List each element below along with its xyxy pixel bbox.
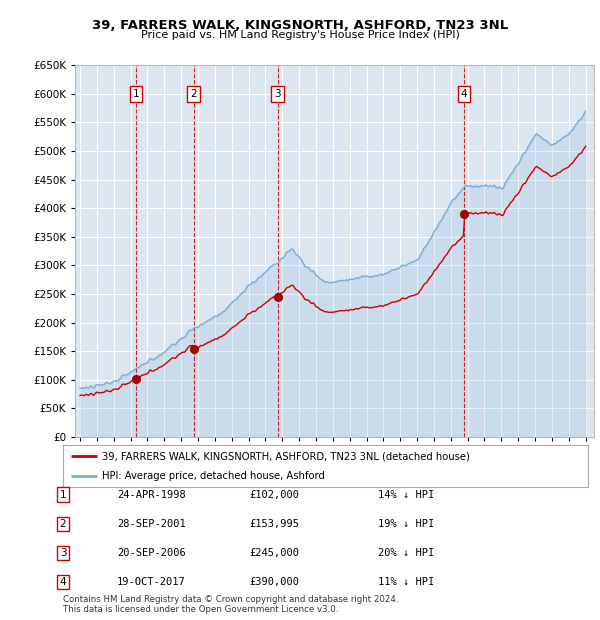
Text: HPI: Average price, detached house, Ashford: HPI: Average price, detached house, Ashf… — [103, 471, 325, 481]
Text: Contains HM Land Registry data © Crown copyright and database right 2024.: Contains HM Land Registry data © Crown c… — [63, 595, 398, 604]
Text: 39, FARRERS WALK, KINGSNORTH, ASHFORD, TN23 3NL (detached house): 39, FARRERS WALK, KINGSNORTH, ASHFORD, T… — [103, 451, 470, 461]
Text: Price paid vs. HM Land Registry's House Price Index (HPI): Price paid vs. HM Land Registry's House … — [140, 30, 460, 40]
Text: 1: 1 — [133, 89, 139, 99]
Text: £102,000: £102,000 — [249, 490, 299, 500]
Text: 28-SEP-2001: 28-SEP-2001 — [117, 519, 186, 529]
Text: This data is licensed under the Open Government Licence v3.0.: This data is licensed under the Open Gov… — [63, 604, 338, 614]
Text: 3: 3 — [274, 89, 281, 99]
Text: 19-OCT-2017: 19-OCT-2017 — [117, 577, 186, 587]
Text: 19% ↓ HPI: 19% ↓ HPI — [378, 519, 434, 529]
Text: £390,000: £390,000 — [249, 577, 299, 587]
Text: £245,000: £245,000 — [249, 548, 299, 558]
Text: 2: 2 — [190, 89, 197, 99]
Text: 4: 4 — [59, 577, 67, 587]
Text: 4: 4 — [461, 89, 467, 99]
Text: 20-SEP-2006: 20-SEP-2006 — [117, 548, 186, 558]
Text: 3: 3 — [59, 548, 67, 558]
Text: 39, FARRERS WALK, KINGSNORTH, ASHFORD, TN23 3NL: 39, FARRERS WALK, KINGSNORTH, ASHFORD, T… — [92, 19, 508, 32]
Text: 1: 1 — [59, 490, 67, 500]
Text: 2: 2 — [59, 519, 67, 529]
Text: 11% ↓ HPI: 11% ↓ HPI — [378, 577, 434, 587]
Text: 14% ↓ HPI: 14% ↓ HPI — [378, 490, 434, 500]
Text: £153,995: £153,995 — [249, 519, 299, 529]
Text: 24-APR-1998: 24-APR-1998 — [117, 490, 186, 500]
Text: 20% ↓ HPI: 20% ↓ HPI — [378, 548, 434, 558]
